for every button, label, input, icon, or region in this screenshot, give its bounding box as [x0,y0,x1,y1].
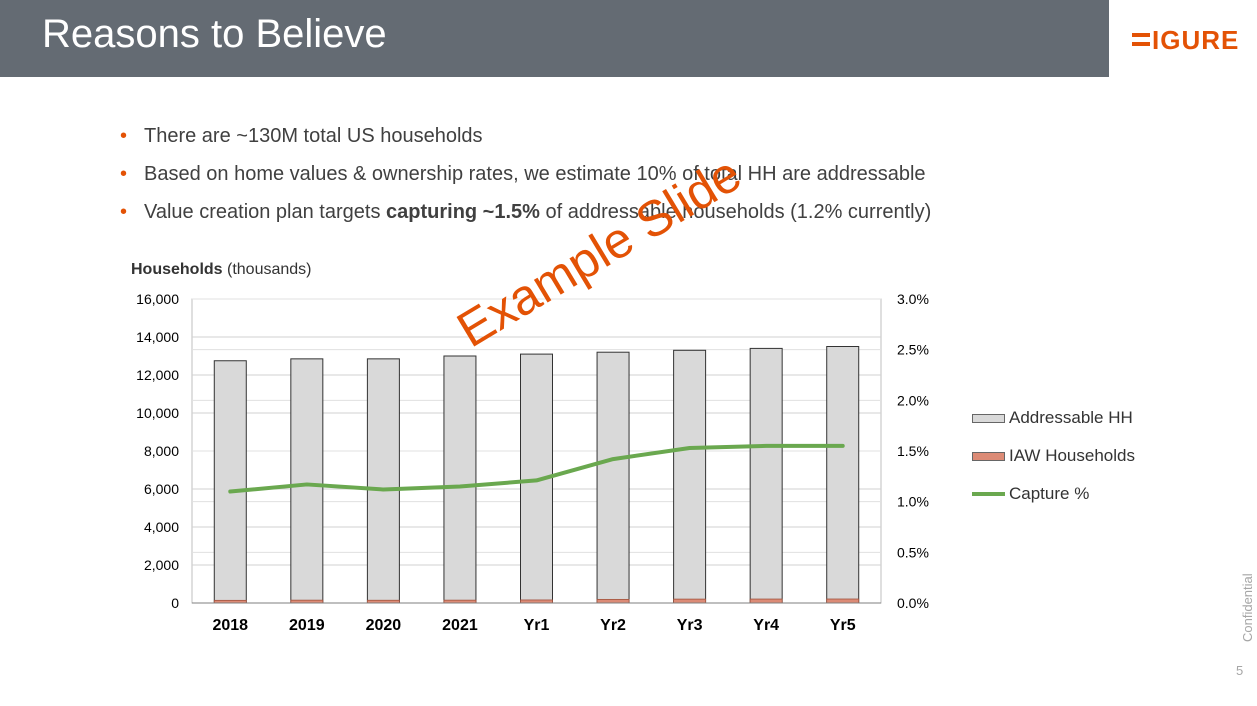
bullet-dot-icon: • [120,163,128,185]
y-left-tick-label: 2,000 [144,557,179,573]
bullet-item: • Based on home values & ownership rates,… [120,163,926,185]
legend-swatch-iaw [972,451,1005,461]
title-bar: Reasons to Believe [0,0,1109,77]
chart-legend: Addressable HH IAW Households Capture % [972,399,1135,513]
confidential-label: Confidential [1240,573,1255,642]
chart-y-axis-title: Households (thousands) [131,261,312,278]
x-tick-label: 2021 [442,617,478,634]
y-right-tick-label: 2.5% [897,342,929,358]
legend-item-addressable: Addressable HH [972,399,1135,437]
y-left-tick-label: 16,000 [136,291,179,307]
legend-swatch-addressable [972,413,1005,423]
y-right-tick-label: 3.0% [897,291,929,307]
bar-addressable-hh [290,358,324,604]
slide-title: Reasons to Believe [42,12,387,56]
bullet-item: • There are ~130M total US households [120,125,483,147]
page-number: 5 [1236,663,1244,678]
x-tick-label: Yr4 [753,617,779,634]
logo-mark-icon [1132,30,1150,50]
bar-addressable-hh [213,360,247,604]
logo-text: IGURE [1152,25,1240,55]
bullet-dot-icon: • [120,201,128,223]
x-tick-label: Yr1 [524,617,550,634]
y-left-tick-label: 10,000 [136,405,179,421]
x-tick-label: Yr5 [830,617,856,634]
legend-item-iaw: IAW Households [972,437,1135,475]
y-left-tick-label: 14,000 [136,329,179,345]
x-tick-label: Yr3 [677,617,703,634]
x-tick-label: 2019 [289,617,325,634]
y-left-tick-label: 8,000 [144,443,179,459]
legend-item-capture: Capture % [972,475,1135,513]
bar-addressable-hh [366,358,400,604]
bar-iaw-households [673,598,707,604]
bar-iaw-households [596,598,630,604]
bar-iaw-households [826,598,860,604]
y-right-tick-label: 0.5% [897,544,929,560]
bar-addressable-hh [673,349,707,604]
bar-iaw-households [749,598,783,604]
bar-addressable-hh [826,346,860,604]
company-logo: IGURE [1132,26,1239,54]
x-tick-label: Yr2 [600,617,626,634]
y-right-tick-label: 2.0% [897,392,929,408]
y-right-tick-label: 1.0% [897,494,929,510]
y-left-tick-label: 0 [171,595,179,611]
bar-addressable-hh [596,351,630,604]
bullet-item: • Value creation plan targets capturing ~… [120,201,932,223]
legend-swatch-capture [972,492,1005,496]
bullet-dot-icon: • [120,125,128,147]
bar-addressable-hh [443,355,477,604]
y-left-tick-label: 6,000 [144,481,179,497]
y-right-tick-label: 1.5% [897,443,929,459]
y-left-tick-label: 12,000 [136,367,179,383]
y-left-tick-label: 4,000 [144,519,179,535]
x-tick-label: 2020 [366,617,402,634]
bullet-list: • There are ~130M total US households • Ba… [120,123,931,237]
y-right-tick-label: 0.0% [897,595,929,611]
bar-addressable-hh [749,347,783,604]
x-tick-label: 2018 [212,617,248,634]
